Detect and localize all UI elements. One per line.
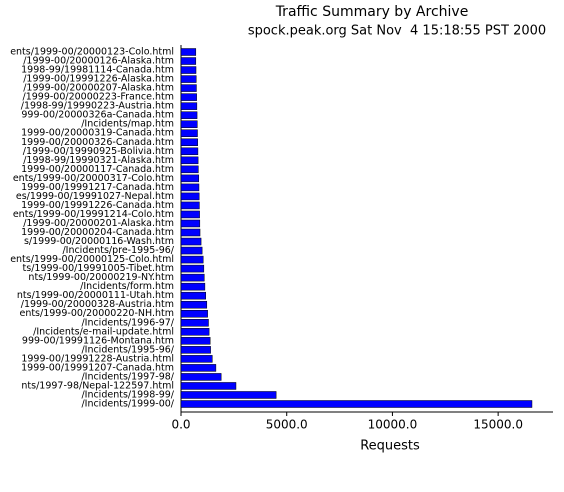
bar [180, 400, 533, 408]
bar [180, 246, 203, 255]
x-tick-label: 0.0 [171, 418, 190, 432]
chart-subtitle: spock.peak.org Sat Nov 4 15:18:55 PST 20… [248, 24, 546, 39]
y-tick-label: /Incidents/e-mail-update.html [33, 326, 174, 337]
y-tick-label: 999-00/20000326a-Canada.htm [21, 110, 174, 121]
bar [180, 201, 200, 210]
bar [180, 129, 198, 137]
bar [180, 391, 277, 399]
y-tick-label: 1999-00/19991228-Austria.html [21, 353, 174, 364]
y-tick-label: /1999-00/20000223-France.htm [23, 92, 175, 103]
y-tick-label: es/1999-00/19991027-Nepal.htm [16, 191, 174, 202]
y-tick-label: /1998-99/19990321-Alaska.htm [23, 155, 174, 166]
chart-title: Traffic Summary by Archive [275, 4, 469, 20]
y-tick-label: 1999-00/19991226-Canada.htm [21, 200, 174, 211]
bar [180, 75, 197, 83]
bar [180, 57, 197, 65]
y-tick-label: ents/1999-00/20000125-Colo.html [10, 254, 174, 265]
bar [180, 273, 205, 282]
bar [180, 93, 197, 101]
y-tick-label: /Incidents/1998-99/ [81, 389, 174, 400]
bar [180, 165, 199, 174]
y-tick-label: nts/1999-00/20000219-NY.htm [28, 272, 174, 283]
y-tick-label: /1999-00/19990925-Bolivia.htm [23, 146, 174, 157]
bar [180, 373, 222, 381]
y-tick-label: ents/1999-00/20000123-Colo.html [10, 47, 174, 58]
bar [180, 309, 208, 318]
bar [180, 183, 200, 192]
bar [180, 319, 209, 327]
y-tick-label: /Incidents/map.htm [81, 119, 174, 130]
bar [180, 156, 199, 165]
y-tick-label: 1999-00/19991217-Canada.htm [21, 182, 174, 193]
y-tick-label: ts/1999-00/19991005-Tibet.htm [23, 263, 174, 274]
x-tick-label: 15000.0 [473, 418, 523, 432]
y-tick-label: /1998-99/19990223-Austria.htm [21, 101, 174, 112]
y-tick-label: /1999-00/20000201-Alaska.htm [23, 218, 174, 229]
bar [180, 48, 197, 56]
y-tick-label: ents/1999-00/20000317-Colo.htm [13, 173, 174, 184]
bar [180, 174, 200, 183]
y-tick-label: /1999-00/19991226-Alaska.htm [23, 74, 174, 85]
y-tick-label: /1999-00/20000207-Alaska.htm [23, 83, 174, 94]
bar [180, 102, 198, 110]
bar [180, 300, 208, 309]
bar [180, 282, 206, 291]
bar [180, 219, 201, 228]
y-tick-label: /1999-00/20000328-Austria.htm [21, 299, 174, 310]
bar [180, 255, 204, 264]
y-tick-label: nts/1999-00/20000111-Utah.htm [17, 290, 174, 301]
bar [180, 291, 206, 300]
bar [180, 382, 237, 390]
y-tick-label: s/1999-00/20000116-Wash.htm [24, 236, 174, 247]
bar [180, 228, 201, 237]
bar [180, 192, 200, 201]
bar [180, 337, 211, 345]
y-tick-label: /1999-00/20000126-Alaska.htm [23, 56, 174, 67]
y-tick-label: /Incidents/1997-98/ [81, 371, 174, 382]
y-tick-label: /Incidents/1995-96/ [81, 344, 174, 355]
bar [180, 147, 199, 156]
bar [180, 84, 197, 92]
bar [180, 210, 200, 219]
bar [180, 138, 198, 147]
x-tick-label: 5000.0 [266, 418, 308, 432]
y-tick-label: /Incidents/1999-00/ [81, 399, 174, 410]
bar [180, 111, 198, 119]
y-tick-label: 999-00/19991126-Montana.htm [22, 335, 174, 346]
y-tick-label: /Incidents/form.htm [80, 281, 174, 292]
x-axis-label: Requests [360, 439, 420, 454]
bar [180, 346, 211, 354]
y-tick-label: 1999-00/20000204-Canada.htm [21, 227, 174, 238]
y-tick-label: 1999-00/20000117-Canada.htm [21, 164, 174, 175]
y-tick-label: /Incidents/pre-1995-96/ [62, 245, 174, 256]
y-tick-label: 1999-00/20000326-Canada.htm [21, 137, 174, 148]
x-tick-label: 10000.0 [368, 418, 418, 432]
bar [180, 328, 210, 336]
y-tick-label: 1999-00/20000319-Canada.htm [21, 128, 174, 139]
y-tick-label: 1999-00/19991207-Canada.htm [21, 362, 174, 373]
y-tick-label: ents/1999-00/19991214-Colo.htm [13, 209, 174, 220]
y-tick-label: ents/1999-00/20000220-NH.htm [19, 308, 174, 319]
bar [180, 264, 205, 273]
bar [180, 237, 202, 246]
bar [180, 364, 217, 372]
bar [180, 120, 198, 128]
bar [180, 66, 197, 74]
y-tick-label: nts/1997-98/Nepal-122597.html [21, 380, 174, 391]
y-tick-label: 1998-99/19981114-Canada.htm [21, 65, 174, 76]
bar [180, 355, 213, 363]
y-tick-label: /Incidents/1996-97/ [81, 317, 174, 328]
